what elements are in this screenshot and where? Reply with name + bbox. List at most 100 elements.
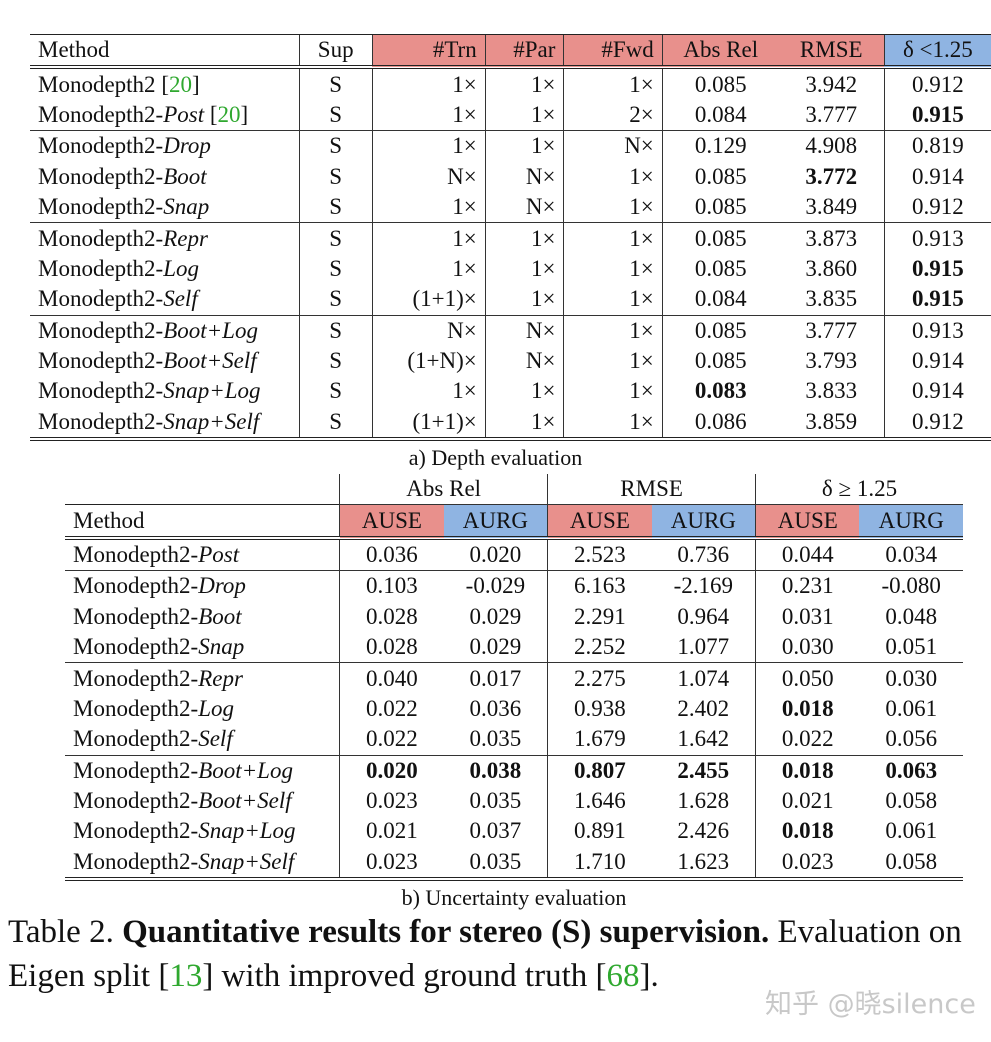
table-cell: N× bbox=[484, 161, 564, 192]
table-cell: 0.023 bbox=[755, 846, 860, 882]
table-cell: 1.628 bbox=[677, 788, 730, 814]
table-cell: 1× bbox=[371, 376, 486, 407]
table-cell: 0.938 bbox=[547, 693, 652, 725]
column-header: AUSE bbox=[755, 504, 860, 540]
depth-table-caption: a) Depth evaluation bbox=[408, 445, 583, 470]
method-variant: Post bbox=[198, 541, 240, 567]
method-variant: Repr bbox=[198, 665, 243, 691]
table-cell: 1.623 bbox=[651, 846, 756, 882]
table-cell: 3.849 bbox=[805, 194, 858, 220]
group-header-row: Abs Rel RMSE δ ≥ 1.25 bbox=[65, 474, 963, 506]
citation-link[interactable]: 20 bbox=[217, 101, 241, 127]
table-row: Monodepth2-Log S 1× 1× 1× 0.085 3.860 0.915 bbox=[30, 253, 991, 285]
method-name: Monodepth2- bbox=[38, 348, 164, 374]
table-cell: 0.085 bbox=[661, 161, 779, 192]
table-cell: N× bbox=[371, 161, 486, 192]
table-cell: 0.044 bbox=[755, 537, 860, 571]
table-cell: 1× bbox=[563, 253, 663, 285]
table-cell: 1× bbox=[371, 67, 486, 100]
method-cell: Monodepth2 [20] bbox=[38, 71, 200, 97]
table-cell: 0.020 bbox=[339, 754, 444, 786]
table-cell: N× bbox=[371, 314, 486, 346]
method-name: Monodepth2- bbox=[38, 101, 164, 127]
method-variant: Log bbox=[163, 255, 200, 281]
table-cell: 0.058 bbox=[859, 846, 963, 882]
table-cell: 3.859 bbox=[778, 406, 885, 442]
table-cell: 0.914 bbox=[883, 376, 991, 407]
table-cell: 0.061 bbox=[885, 695, 938, 721]
table-cell: 0.020 bbox=[469, 541, 522, 567]
table-row: Monodepth2-Boot+Log 0.020 0.038 0.807 2.455 0… bbox=[65, 754, 963, 786]
table-cell: 0.056 bbox=[885, 726, 938, 752]
method-name: Monodepth2- bbox=[73, 848, 199, 874]
table-cell: S bbox=[298, 161, 373, 192]
table-cell: 3.873 bbox=[778, 222, 885, 254]
method-variant: Boot bbox=[198, 603, 242, 629]
method-variant: Self bbox=[163, 286, 198, 312]
table-cell: 3.777 bbox=[805, 101, 858, 127]
column-header: #Trn bbox=[371, 34, 486, 70]
table-cell: 0.103 bbox=[339, 570, 444, 602]
method-cell: Monodepth2-Snap bbox=[65, 632, 340, 663]
column-header: AUSE bbox=[547, 504, 652, 540]
table-row: Monodepth2 [20] S 1× 1× 1× 0.085 3.942 0.912 bbox=[30, 67, 991, 100]
table-cell: N× bbox=[484, 314, 564, 346]
method-variant: Drop bbox=[163, 133, 211, 159]
method-cell: Monodepth2-Post bbox=[65, 538, 340, 571]
table-cell: 2.455 bbox=[651, 754, 756, 786]
table-cell: 0.058 bbox=[885, 788, 938, 814]
table-row: Monodepth2-Snap+Log S 1× 1× 1× 0.083 3.833 0.91… bbox=[30, 376, 991, 407]
citation-link[interactable]: 68 bbox=[606, 958, 640, 994]
table-cell: 1× bbox=[563, 376, 663, 407]
method-variant: Snap+Log bbox=[163, 378, 261, 404]
table-cell: 0.912 bbox=[883, 67, 991, 100]
table-cell: 1× bbox=[484, 99, 564, 131]
table-cell: 3.942 bbox=[805, 71, 858, 97]
table-cell: 0.915 bbox=[883, 253, 991, 285]
table-cell: 0.913 bbox=[883, 314, 991, 346]
table-cell: 1.646 bbox=[547, 785, 652, 817]
method-cell: Monodepth2-Snap bbox=[30, 192, 299, 223]
table-cell: 1× bbox=[563, 406, 663, 442]
group-header: RMSE bbox=[547, 474, 756, 506]
caption-title: Quantitative results for stereo (S) supe… bbox=[122, 914, 770, 950]
table-cell: 1× bbox=[484, 222, 564, 254]
table-cell: 0.085 bbox=[661, 222, 779, 254]
method-name: Monodepth2- bbox=[38, 378, 164, 404]
table-cell: 0.129 bbox=[661, 130, 779, 162]
table-cell: 1× bbox=[371, 253, 486, 285]
column-header: AURG bbox=[651, 504, 756, 540]
table-cell: 1× bbox=[484, 376, 564, 407]
table-cell: 6.163 bbox=[547, 570, 652, 602]
table-row: Monodepth2-Boot 0.028 0.029 2.291 0.964 0.031… bbox=[65, 601, 963, 632]
method-name: Monodepth2- bbox=[73, 726, 199, 752]
table-cell: S bbox=[298, 284, 373, 316]
table-cell: N× bbox=[484, 345, 564, 377]
table-cell: S bbox=[298, 222, 373, 254]
group-header: Abs Rel bbox=[339, 474, 548, 506]
table-cell: 0.023 bbox=[339, 846, 444, 882]
column-header: Method bbox=[65, 504, 340, 540]
method-variant: Boot bbox=[163, 163, 207, 189]
table-cell: 1.077 bbox=[677, 634, 730, 660]
table-cell: S bbox=[298, 99, 373, 131]
method-variant: Snap+Log bbox=[198, 818, 296, 844]
method-cell: Monodepth2-Repr bbox=[30, 222, 300, 254]
table-cell: 3.777 bbox=[778, 314, 885, 346]
table-cell: 2.291 bbox=[547, 601, 652, 632]
caption-text: Evaluation on Eigen split [ bbox=[8, 914, 962, 994]
table-cell: S bbox=[298, 67, 373, 100]
table-cell: 0.807 bbox=[547, 754, 652, 786]
table-cell: 0.083 bbox=[661, 376, 779, 407]
method-variant: Snap bbox=[198, 634, 245, 660]
citation-link[interactable]: 20 bbox=[168, 71, 192, 97]
method-cell: Monodepth2-Self bbox=[65, 724, 340, 755]
citation-link[interactable]: 13 bbox=[169, 958, 203, 994]
table-cell: 1× bbox=[563, 284, 663, 316]
table-cell: 1× bbox=[563, 161, 663, 192]
method-variant: Boot+Log bbox=[198, 757, 293, 783]
table-cell: 2.523 bbox=[547, 537, 652, 571]
table-cell: 0.030 bbox=[859, 662, 963, 694]
table-cell: 1× bbox=[563, 67, 663, 100]
table-cell: 0.048 bbox=[885, 603, 938, 629]
